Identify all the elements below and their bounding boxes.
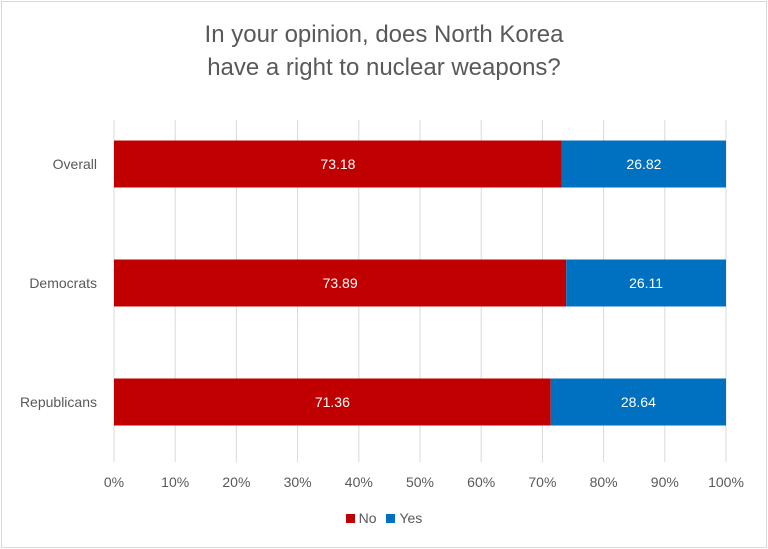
data-label-no: 73.18 xyxy=(320,156,355,172)
x-tick-label: 50% xyxy=(406,474,434,490)
x-tick-label: 60% xyxy=(467,474,495,490)
data-label-yes: 28.64 xyxy=(621,394,656,410)
legend-label-yes: Yes xyxy=(399,510,423,526)
data-label-yes: 26.82 xyxy=(626,156,661,172)
data-label-no: 71.36 xyxy=(315,394,350,410)
legend-item-no: No xyxy=(345,510,377,526)
x-tick-label: 10% xyxy=(161,474,189,490)
y-category-label: Democrats xyxy=(29,275,97,291)
x-tick-label: 40% xyxy=(345,474,373,490)
legend-swatch-no xyxy=(345,514,355,523)
x-tick-label: 70% xyxy=(528,474,556,490)
data-label-no: 73.89 xyxy=(323,275,358,291)
x-tick-label: 30% xyxy=(284,474,312,490)
chart-title-line-2: have a right to nuclear weapons? xyxy=(207,54,561,81)
x-tick-label: 0% xyxy=(104,474,124,490)
x-tick-label: 80% xyxy=(590,474,618,490)
bar-no xyxy=(114,259,567,307)
x-tick-label: 100% xyxy=(708,474,744,490)
legend-swatch-yes xyxy=(386,514,396,523)
x-tick-label: 20% xyxy=(222,474,250,490)
x-tick-label: 90% xyxy=(651,474,679,490)
chart-title: In your opinion, does North Korea have a… xyxy=(0,18,768,84)
chart-title-line-1: In your opinion, does North Korea xyxy=(204,21,564,48)
y-category-label: Overall xyxy=(53,156,97,172)
bar-no xyxy=(114,140,562,188)
bar-no xyxy=(114,378,551,426)
chart-legend: No Yes xyxy=(0,510,768,526)
bar-yes xyxy=(566,259,726,307)
y-category-label: Republicans xyxy=(20,394,97,410)
legend-item-yes: Yes xyxy=(386,510,422,526)
data-label-yes: 26.11 xyxy=(629,275,663,291)
bar-yes xyxy=(550,378,726,426)
legend-label-no: No xyxy=(358,510,377,526)
bar-yes xyxy=(561,140,726,188)
